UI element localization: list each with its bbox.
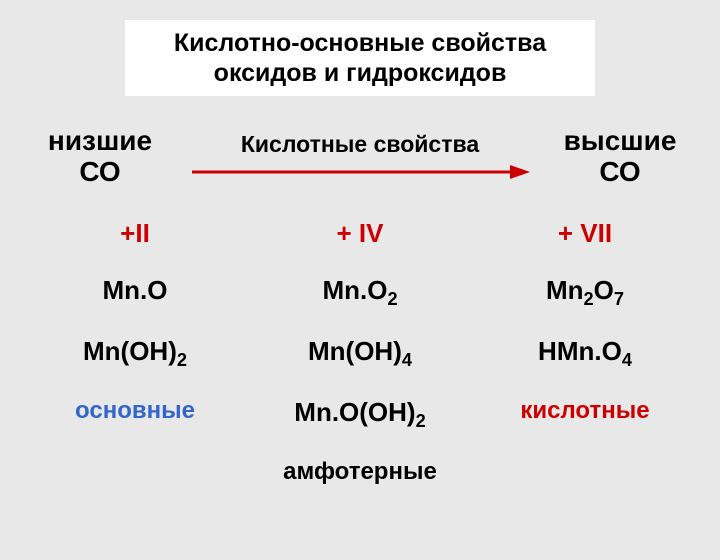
hydrox-col2: Mn(OH)4 [255,336,465,371]
title-line2: оксидов и гидроксидов [137,58,583,88]
low-line2: СО [35,157,165,188]
oxide3-b: O [594,275,614,305]
alt2-text: Mn.O(OH) [294,397,415,427]
oxide-col2: Mn.O2 [255,275,465,310]
high-line2: СО [555,157,685,188]
category-col1: основные [30,397,240,432]
oxstate-col3: + VII [480,218,690,249]
hyd1-text: Mn(OH) [83,336,177,366]
top-row: низшие СО Кислотные свойства высшие СО [35,126,685,188]
oxide2-text: Mn.O [322,275,387,305]
row-hydroxide: Mn(OH)2 Mn(OH)4 HMn.O4 [30,336,690,371]
hyd3-sub: 4 [622,350,632,370]
oxide2-sub: 2 [387,289,397,309]
low-line1: низшие [35,126,165,157]
oxide3-sub2: 7 [614,289,624,309]
high-line1: высшие [555,126,685,157]
oxide-col3: Mn2O7 [480,275,690,310]
row-amph: амфотерные [30,458,690,486]
grid: +II + IV + VII Mn.O Mn.O2 Mn2O7 Mn(OH)2 … [30,218,690,487]
empty-col3 [480,458,690,486]
althydrox-col2: Mn.O(OH)2 [255,397,465,432]
label-low-oxstate: низшие СО [35,126,165,188]
hyd1-sub: 2 [177,350,187,370]
alt2-sub: 2 [416,411,426,431]
empty-col1 [30,458,240,486]
title-line1: Кислотно-основные свойства [137,28,583,58]
title-box: Кислотно-основные свойства оксидов и гид… [125,20,595,96]
category-col3: кислотные [480,397,690,432]
row-oxstate: +II + IV + VII [30,218,690,249]
arrow-block: Кислотные свойства [177,131,543,182]
hyd2-sub: 4 [402,350,412,370]
oxstate-col1: +II [30,218,240,249]
arrow-icon [190,162,530,182]
arrow-label: Кислотные свойства [177,131,543,158]
hyd3-text: HMn.O [538,336,622,366]
oxide3-a: Mn [546,275,584,305]
oxide1-text: Mn.O [103,275,168,305]
hydrox-col3: HMn.O4 [480,336,690,371]
label-high-oxstate: высшие СО [555,126,685,188]
hyd2-text: Mn(OH) [308,336,402,366]
oxide3-sub1: 2 [584,289,594,309]
oxide-col1: Mn.O [30,275,240,310]
hydrox-col1: Mn(OH)2 [30,336,240,371]
row-oxide: Mn.O Mn.O2 Mn2O7 [30,275,690,310]
row-alt-and-category: основные Mn.O(OH)2 кислотные [30,397,690,432]
oxstate-col2: + IV [255,218,465,249]
category-col2: амфотерные [255,458,465,486]
